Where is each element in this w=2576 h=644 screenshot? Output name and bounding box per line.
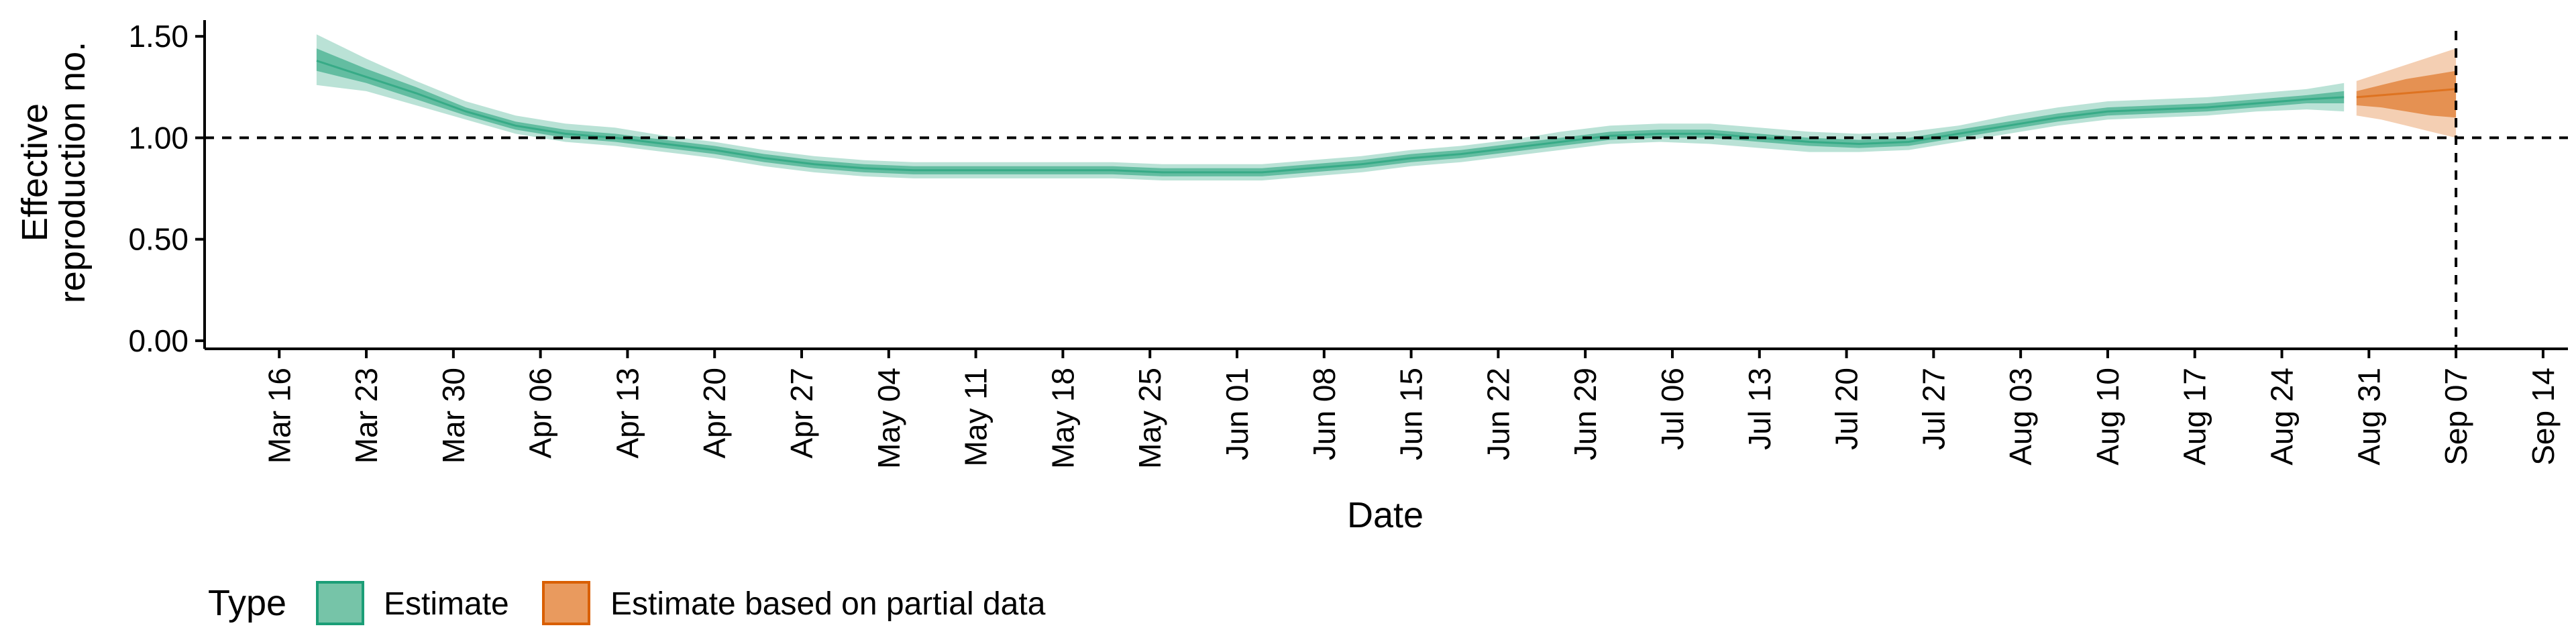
x-tick-label: Jun 15	[1394, 368, 1429, 460]
median-line-estimate	[316, 60, 2345, 174]
x-tick-label: May 18	[1045, 368, 1080, 469]
x-tick-label: Jun 01	[1220, 368, 1254, 460]
x-tick-label: May 11	[959, 368, 994, 466]
x-tick-label: Aug 03	[2003, 368, 2038, 466]
band-inner-estimate	[316, 48, 2345, 176]
x-tick-label: Jun 22	[1481, 368, 1515, 460]
y-axis-title-line2: reproduction no.	[52, 42, 93, 303]
y-axis-title-line1: Effective	[15, 103, 55, 241]
x-tick-label: Apr 27	[784, 368, 819, 459]
x-tick-label: Mar 23	[349, 368, 384, 464]
legend-title: Type	[208, 583, 286, 623]
x-tick-label: Jul 06	[1655, 368, 1690, 450]
x-tick-label: Mar 30	[436, 368, 471, 464]
x-tick-label: May 25	[1132, 368, 1167, 469]
legend-label-partial: Estimate based on partial data	[610, 586, 1046, 622]
x-tick-label: Aug 10	[2090, 368, 2125, 466]
legend: Type Estimate Estimate based on partial …	[208, 581, 1046, 625]
legend-swatch-partial	[542, 581, 590, 625]
x-tick-label: Mar 16	[262, 368, 297, 464]
x-tick-label: Jul 27	[1916, 368, 1951, 450]
y-tick-labels: 0.00 0.50 1.00 1.50	[128, 19, 205, 358]
y-tick-label: 0.50	[128, 222, 189, 257]
x-tick-label: Aug 17	[2178, 368, 2212, 466]
x-tick-label: Apr 20	[697, 368, 732, 459]
reference-lines	[205, 31, 2568, 349]
axes	[203, 20, 2568, 350]
x-tick-labels: Mar 16 Mar 23 Mar 30 Apr 06 Apr 13 Apr 20 Apr …	[262, 349, 2561, 469]
x-tick-label: Jul 20	[1829, 368, 1864, 450]
x-tick-label: Sep 14	[2526, 368, 2561, 466]
median-line-partial	[2356, 88, 2457, 99]
x-tick-label: May 04	[871, 368, 906, 469]
y-tick-label: 1.00	[128, 120, 189, 155]
x-tick-label: Jun 29	[1568, 368, 1603, 460]
x-tick-label: Apr 13	[610, 368, 645, 459]
y-tick-label: 0.00	[128, 323, 189, 358]
band-outer-estimate	[316, 34, 2345, 181]
legend-label-estimate: Estimate	[384, 586, 509, 622]
x-tick-label: Aug 31	[2351, 368, 2386, 466]
x-tick-label: Aug 24	[2265, 368, 2300, 466]
x-axis-title: Date	[1347, 495, 1424, 535]
bands-layer	[316, 34, 2457, 181]
x-tick-label: Jun 08	[1307, 368, 1342, 460]
legend-swatch-estimate	[316, 581, 364, 625]
x-tick-label: Apr 06	[523, 368, 558, 459]
y-tick-label: 1.50	[128, 19, 189, 54]
x-tick-label: Jul 13	[1742, 368, 1777, 450]
x-tick-label: Sep 07	[2438, 368, 2473, 466]
